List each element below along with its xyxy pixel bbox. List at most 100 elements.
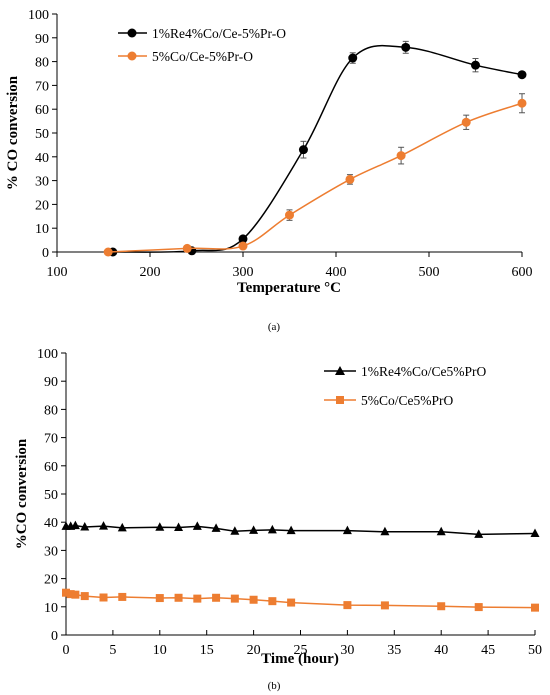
y-tick-label: 20 bbox=[35, 198, 49, 213]
y-tick-label: 30 bbox=[44, 544, 58, 559]
y-tick-group: 0 10 20 30 40 50 60 70 80 90 100 bbox=[37, 347, 66, 644]
data-point bbox=[80, 592, 89, 601]
x-tick-label: 300 bbox=[233, 265, 254, 280]
series-group bbox=[61, 520, 540, 612]
data-point bbox=[80, 521, 90, 531]
data-point bbox=[437, 602, 446, 611]
data-point bbox=[174, 522, 184, 532]
y-tick-label: 30 bbox=[35, 175, 49, 190]
y-tick-label: 50 bbox=[44, 488, 58, 503]
y-tick-label: 40 bbox=[44, 516, 58, 531]
legend-label-series-2: 5%Co/Ce5%PrO bbox=[361, 393, 453, 408]
x-tick-label: 500 bbox=[419, 265, 440, 280]
data-point bbox=[380, 601, 389, 610]
y-tick-label: 10 bbox=[35, 222, 49, 237]
y-tick-label: 70 bbox=[35, 79, 49, 94]
data-point bbox=[345, 174, 355, 184]
x-tick-group: 100 200 300 400 500 600 bbox=[47, 252, 533, 280]
y-tick-label: 20 bbox=[44, 573, 58, 588]
data-point bbox=[99, 593, 108, 602]
data-point bbox=[471, 60, 480, 70]
data-point bbox=[155, 522, 165, 531]
data-point bbox=[285, 210, 294, 220]
legend-label-series-1: 1%Re4%Co/Ce-5%Pr-O bbox=[152, 26, 286, 41]
y-tick-label: 60 bbox=[35, 103, 49, 118]
data-point bbox=[99, 521, 109, 530]
y-tick-label: 0 bbox=[51, 629, 58, 644]
data-point bbox=[474, 603, 483, 612]
data-point bbox=[66, 590, 75, 599]
x-tick-label: 45 bbox=[481, 643, 495, 658]
legend-label-series-2: 5%Co/Ce-5%Pr-O bbox=[152, 49, 253, 64]
x-tick-label: 200 bbox=[140, 265, 161, 280]
series-line-2 bbox=[65, 591, 536, 609]
data-point bbox=[287, 598, 296, 607]
data-point bbox=[348, 53, 358, 63]
data-point bbox=[238, 241, 248, 251]
data-point bbox=[174, 593, 183, 602]
legend-label-series-1: 1%Re4%Co/Ce5%PrO bbox=[361, 364, 486, 379]
x-tick-label: 35 bbox=[387, 643, 401, 658]
chart-panel-a: 100 200 300 400 500 600 0 10 20 30 40 50 60 70 80 90 10… bbox=[5, 8, 533, 333]
panel-label-a: (a) bbox=[268, 321, 281, 333]
data-point bbox=[192, 521, 202, 530]
x-tick-label: 20 bbox=[247, 643, 261, 658]
y-tick-label: 70 bbox=[44, 432, 58, 447]
data-point bbox=[249, 525, 259, 534]
data-point bbox=[517, 70, 527, 80]
data-point bbox=[396, 151, 406, 161]
chart-panel-b: 0 5 10 15 20 25 30 35 40 45 50 0 10 20 30 40 50 60 70 80 90… bbox=[14, 347, 542, 692]
x-axis-title: Temperature °C bbox=[237, 280, 341, 296]
data-point bbox=[267, 524, 277, 534]
data-point bbox=[238, 234, 248, 244]
data-point bbox=[380, 526, 390, 536]
x-tick-label: 0 bbox=[63, 643, 70, 658]
y-axis-title: % CO conversion bbox=[5, 75, 21, 190]
data-point bbox=[211, 523, 221, 532]
legend-marker-series-2 bbox=[336, 396, 344, 404]
y-tick-label: 60 bbox=[44, 460, 58, 475]
legend-marker-series-1 bbox=[127, 28, 137, 38]
data-point bbox=[286, 525, 296, 535]
data-point bbox=[182, 243, 192, 253]
x-tick-label: 100 bbox=[47, 265, 68, 280]
panel-label-b: (b) bbox=[268, 680, 281, 692]
data-point bbox=[155, 594, 164, 603]
x-tick-label: 50 bbox=[528, 643, 542, 658]
legend: 1%Re4%Co/Ce5%PrO 5%Co/Ce5%PrO bbox=[324, 364, 486, 408]
x-tick-group: 0 5 10 15 20 25 30 35 40 45 50 bbox=[63, 630, 542, 658]
series-group bbox=[103, 40, 527, 257]
y-tick-label: 100 bbox=[37, 347, 58, 362]
legend-marker-series-1 bbox=[335, 366, 345, 375]
x-tick-label: 10 bbox=[153, 643, 167, 658]
y-tick-label: 90 bbox=[35, 32, 49, 47]
data-point bbox=[343, 601, 352, 610]
data-point bbox=[212, 593, 221, 602]
series-line-2 bbox=[108, 102, 523, 253]
data-point bbox=[436, 526, 446, 536]
data-point bbox=[70, 520, 80, 530]
data-point bbox=[474, 529, 484, 538]
data-point bbox=[117, 522, 127, 532]
y-tick-label: 50 bbox=[35, 127, 49, 142]
x-tick-label: 40 bbox=[434, 643, 448, 658]
x-tick-label: 400 bbox=[326, 265, 347, 280]
data-point bbox=[517, 98, 527, 108]
y-tick-label: 0 bbox=[42, 246, 49, 261]
data-point bbox=[461, 117, 471, 127]
y-tick-group: 0 10 20 30 40 50 60 70 80 90 100 bbox=[28, 8, 57, 261]
legend-marker-series-2 bbox=[127, 51, 137, 61]
data-point bbox=[249, 595, 258, 604]
series-line-1 bbox=[112, 44, 523, 253]
data-point bbox=[118, 592, 127, 601]
series-line-1 bbox=[66, 524, 536, 536]
data-point bbox=[530, 528, 540, 537]
y-tick-label: 100 bbox=[28, 8, 49, 23]
y-tick-label: 80 bbox=[35, 56, 49, 71]
y-axis-title: %CO conversion bbox=[14, 438, 30, 549]
data-point bbox=[193, 594, 202, 603]
x-tick-label: 15 bbox=[200, 643, 214, 658]
data-point bbox=[230, 594, 239, 603]
x-axis-title: Time (hour) bbox=[261, 651, 339, 667]
